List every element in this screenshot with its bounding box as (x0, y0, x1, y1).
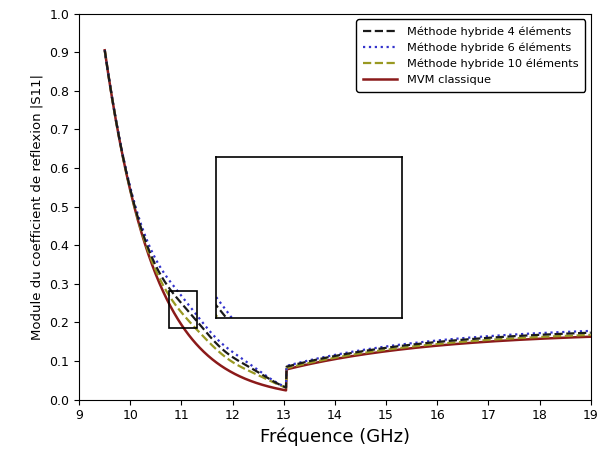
Bar (169, 291, 197, 328)
Legend: Méthode hybride 4 éléments, Méthode hybride 6 éléments, Méthode hybride 10 éléme: Méthode hybride 4 éléments, Méthode hybr… (356, 20, 585, 92)
X-axis label: Fréquence (GHz): Fréquence (GHz) (260, 428, 410, 446)
Y-axis label: Module du coefficient de reflexion |S11|: Module du coefficient de reflexion |S11| (31, 74, 44, 340)
